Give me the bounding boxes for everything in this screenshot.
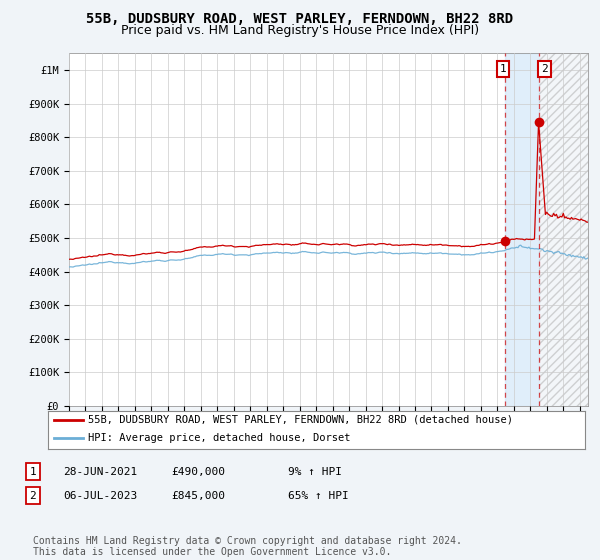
Text: HPI: Average price, detached house, Dorset: HPI: Average price, detached house, Dors… — [88, 433, 351, 444]
Text: 2: 2 — [29, 491, 37, 501]
Text: 55B, DUDSBURY ROAD, WEST PARLEY, FERNDOWN, BH22 8RD: 55B, DUDSBURY ROAD, WEST PARLEY, FERNDOW… — [86, 12, 514, 26]
Bar — [539, 53, 588, 406]
Bar — [505, 53, 539, 406]
Text: 28-JUN-2021: 28-JUN-2021 — [63, 466, 137, 477]
Text: 65% ↑ HPI: 65% ↑ HPI — [288, 491, 349, 501]
Text: 06-JUL-2023: 06-JUL-2023 — [63, 491, 137, 501]
Text: 2: 2 — [541, 64, 548, 74]
Text: 1: 1 — [29, 466, 37, 477]
Text: £845,000: £845,000 — [171, 491, 225, 501]
Text: Contains HM Land Registry data © Crown copyright and database right 2024.
This d: Contains HM Land Registry data © Crown c… — [33, 535, 462, 557]
Text: 9% ↑ HPI: 9% ↑ HPI — [288, 466, 342, 477]
Bar — [539, 53, 588, 406]
Text: £490,000: £490,000 — [171, 466, 225, 477]
Text: 1: 1 — [500, 64, 506, 74]
Text: Price paid vs. HM Land Registry's House Price Index (HPI): Price paid vs. HM Land Registry's House … — [121, 24, 479, 36]
Text: 55B, DUDSBURY ROAD, WEST PARLEY, FERNDOWN, BH22 8RD (detached house): 55B, DUDSBURY ROAD, WEST PARLEY, FERNDOW… — [88, 415, 513, 425]
